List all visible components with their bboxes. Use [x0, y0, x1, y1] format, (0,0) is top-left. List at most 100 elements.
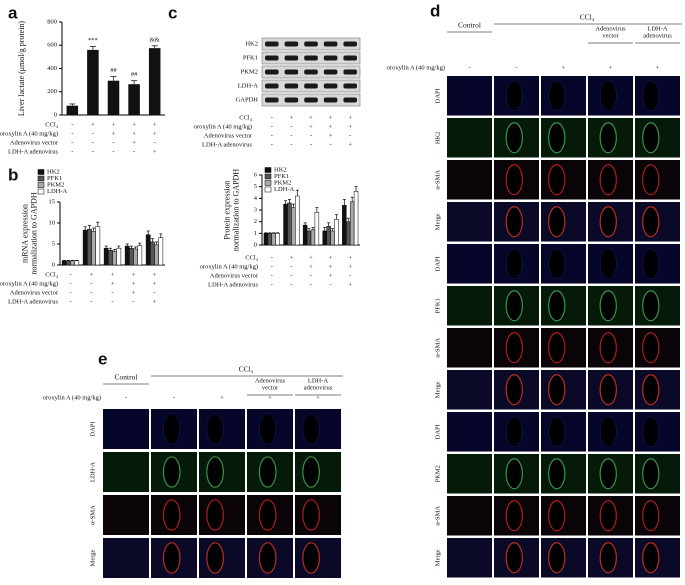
condition-sign: -	[349, 132, 351, 139]
condition-sign: -	[271, 254, 273, 261]
treatment-sign: +	[316, 394, 320, 401]
blot-band	[265, 69, 279, 75]
panel-label: c	[168, 3, 177, 22]
micrograph	[447, 118, 492, 158]
condition-label: LDH-A adenovirus	[8, 148, 58, 155]
column-label: vector	[262, 384, 279, 391]
panel-label: e	[98, 349, 107, 368]
blot-band	[323, 69, 338, 75]
vessel	[505, 206, 523, 238]
condition-sign: +	[132, 271, 136, 278]
row-label: Merge	[434, 213, 441, 230]
column-label: vector	[602, 32, 619, 39]
vessel	[642, 206, 660, 238]
condition-sign: -	[71, 121, 73, 128]
bar	[158, 237, 164, 266]
value-label: ***	[88, 37, 98, 44]
condition-sign: +	[329, 254, 333, 261]
condition-sign: -	[111, 298, 113, 305]
vessel	[599, 164, 617, 196]
micrograph	[447, 286, 492, 326]
condition-sign: +	[153, 280, 157, 287]
condition-sign: -	[90, 289, 92, 296]
condition-label: oroxylin A (40 mg/kg)	[200, 263, 258, 270]
y-tick-label: 0	[254, 241, 257, 248]
vessel	[302, 413, 320, 445]
y-axis-label: normalization to GAPDH	[231, 169, 240, 251]
vessel	[258, 456, 277, 488]
legend-swatch	[37, 169, 45, 175]
vessel	[548, 290, 566, 322]
vessel	[505, 80, 523, 111]
treatment-sign: -	[468, 64, 470, 71]
condition-sign: +	[132, 289, 136, 296]
vessel	[505, 290, 523, 322]
blot-band	[265, 97, 279, 103]
vessel	[642, 332, 660, 364]
condition-sign: -	[290, 263, 292, 270]
column-label: Adenovirus	[255, 377, 286, 384]
legend-label: PFK1	[47, 175, 62, 182]
blot-band	[304, 83, 318, 89]
condition-sign: -	[133, 148, 135, 155]
condition-sign: +	[329, 132, 333, 139]
y-tick-label: 15	[49, 198, 56, 205]
condition-label: Adenovirus vector	[10, 289, 59, 296]
value-label: ##	[110, 67, 117, 74]
legend-swatch	[37, 188, 45, 195]
micrograph	[447, 76, 492, 116]
column-label: adenovirus	[643, 32, 672, 39]
legend-swatch	[264, 186, 272, 193]
condition-sign: -	[271, 114, 273, 121]
blot-band	[323, 41, 338, 47]
legend-swatch	[37, 175, 45, 182]
vessel	[599, 374, 617, 406]
condition-sign: +	[111, 271, 115, 278]
vessel	[642, 290, 660, 322]
vessel	[162, 499, 181, 531]
y-axis-label: mRNA expression	[20, 204, 29, 263]
bar	[61, 260, 67, 266]
vessel	[642, 122, 660, 154]
legend-label: PFK1	[274, 173, 289, 180]
condition-sign: +	[153, 121, 157, 128]
bar	[295, 195, 300, 246]
bar	[70, 260, 75, 266]
vessel	[548, 374, 566, 406]
column-label: Adenovirus	[595, 25, 626, 32]
vessel	[548, 80, 566, 111]
condition-sign: -	[271, 132, 273, 139]
vessel	[599, 206, 617, 238]
vessel	[600, 80, 617, 111]
micrograph	[447, 160, 492, 200]
vessel	[600, 248, 617, 279]
bar	[287, 202, 292, 246]
blot-label: PFK1	[243, 54, 258, 61]
bar	[148, 48, 161, 115]
blot-band	[343, 97, 357, 103]
condition-sign: -	[69, 298, 71, 305]
condition-sign: +	[329, 123, 333, 130]
y-tick-label: 5	[254, 183, 257, 190]
vessel	[505, 416, 523, 447]
vessel	[505, 374, 523, 406]
panel-label: a	[8, 3, 18, 22]
bar	[275, 233, 280, 246]
vessel	[162, 456, 181, 488]
condition-sign: -	[112, 139, 114, 146]
micrograph	[447, 202, 492, 242]
row-label: HK2	[434, 131, 441, 144]
bar	[145, 234, 151, 266]
treatment-sign: -	[173, 394, 175, 401]
vessel	[642, 500, 660, 532]
condition-sign: -	[310, 281, 312, 288]
micrograph	[447, 370, 492, 410]
condition-label: CCl₄	[239, 114, 252, 121]
row-label: Merge	[89, 549, 96, 566]
vessel	[206, 413, 224, 445]
vessel	[642, 248, 660, 279]
row-label: Merge	[434, 549, 441, 566]
vessel	[206, 456, 224, 488]
condition-label: oroxylin A (40 mg/kg)	[194, 123, 252, 130]
row-label: α-SMA	[434, 338, 441, 358]
